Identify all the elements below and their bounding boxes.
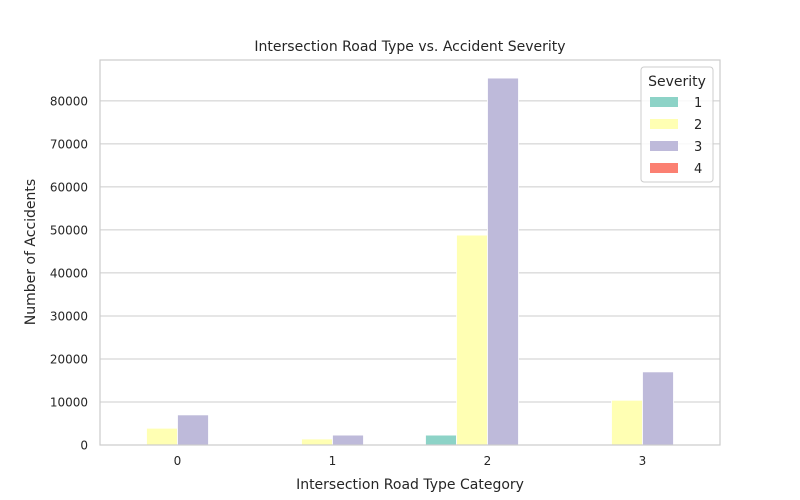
y-tick-labels: 0 10000 20000 30000 40000 50000 60000 70000 8000… [50,94,88,452]
bar-3-severity-2 [611,399,643,446]
legend-swatch [650,141,678,151]
y-tick-label: 60000 [50,180,88,194]
plot-area [100,60,720,445]
x-axis-label: Intersection Road Type Category [296,477,524,493]
legend-label: 3 [694,140,702,155]
legend-swatch [650,97,678,107]
x-tick-label: 3 [639,454,647,468]
x-tick-label: 0 [174,454,182,468]
y-tick-label: 50000 [50,223,88,237]
y-tick-label: 30000 [50,309,88,323]
x-tick-label: 1 [329,454,337,468]
y-tick-label: 80000 [50,94,88,108]
gridlines [100,100,720,446]
legend-label: 4 [694,162,702,177]
bar-2-severity-1 [425,434,457,446]
y-tick-label: 20000 [50,352,88,366]
bar-3-severity-3 [642,371,674,446]
legend-label: 2 [694,118,702,133]
legend-items: 1 2 3 4 [650,96,702,177]
legend: Severity 1 2 3 4 [640,66,714,183]
legend-swatch [650,163,678,173]
legend-title: Severity [648,74,706,90]
x-tick-label: 2 [484,454,492,468]
y-axis-label: Number of Accidents [23,179,39,325]
bar-1-severity-3 [332,434,364,446]
bar-0-severity-2 [146,427,178,446]
legend-swatch [650,119,678,129]
legend-label: 1 [694,96,702,111]
x-tick-labels: 0 1 2 3 [174,454,647,468]
y-tick-label: 0 [80,439,88,453]
bar-2-severity-3 [487,77,519,446]
chart-title: Intersection Road Type vs. Accident Seve… [254,39,565,55]
bar-2-severity-2 [456,234,488,446]
y-tick-label: 40000 [50,266,88,280]
plot-frame [99,59,721,446]
y-tick-label: 70000 [50,137,88,151]
bar-1-severity-2 [301,438,333,446]
y-tick-label: 10000 [50,395,88,409]
bar-0-severity-3 [177,414,209,446]
